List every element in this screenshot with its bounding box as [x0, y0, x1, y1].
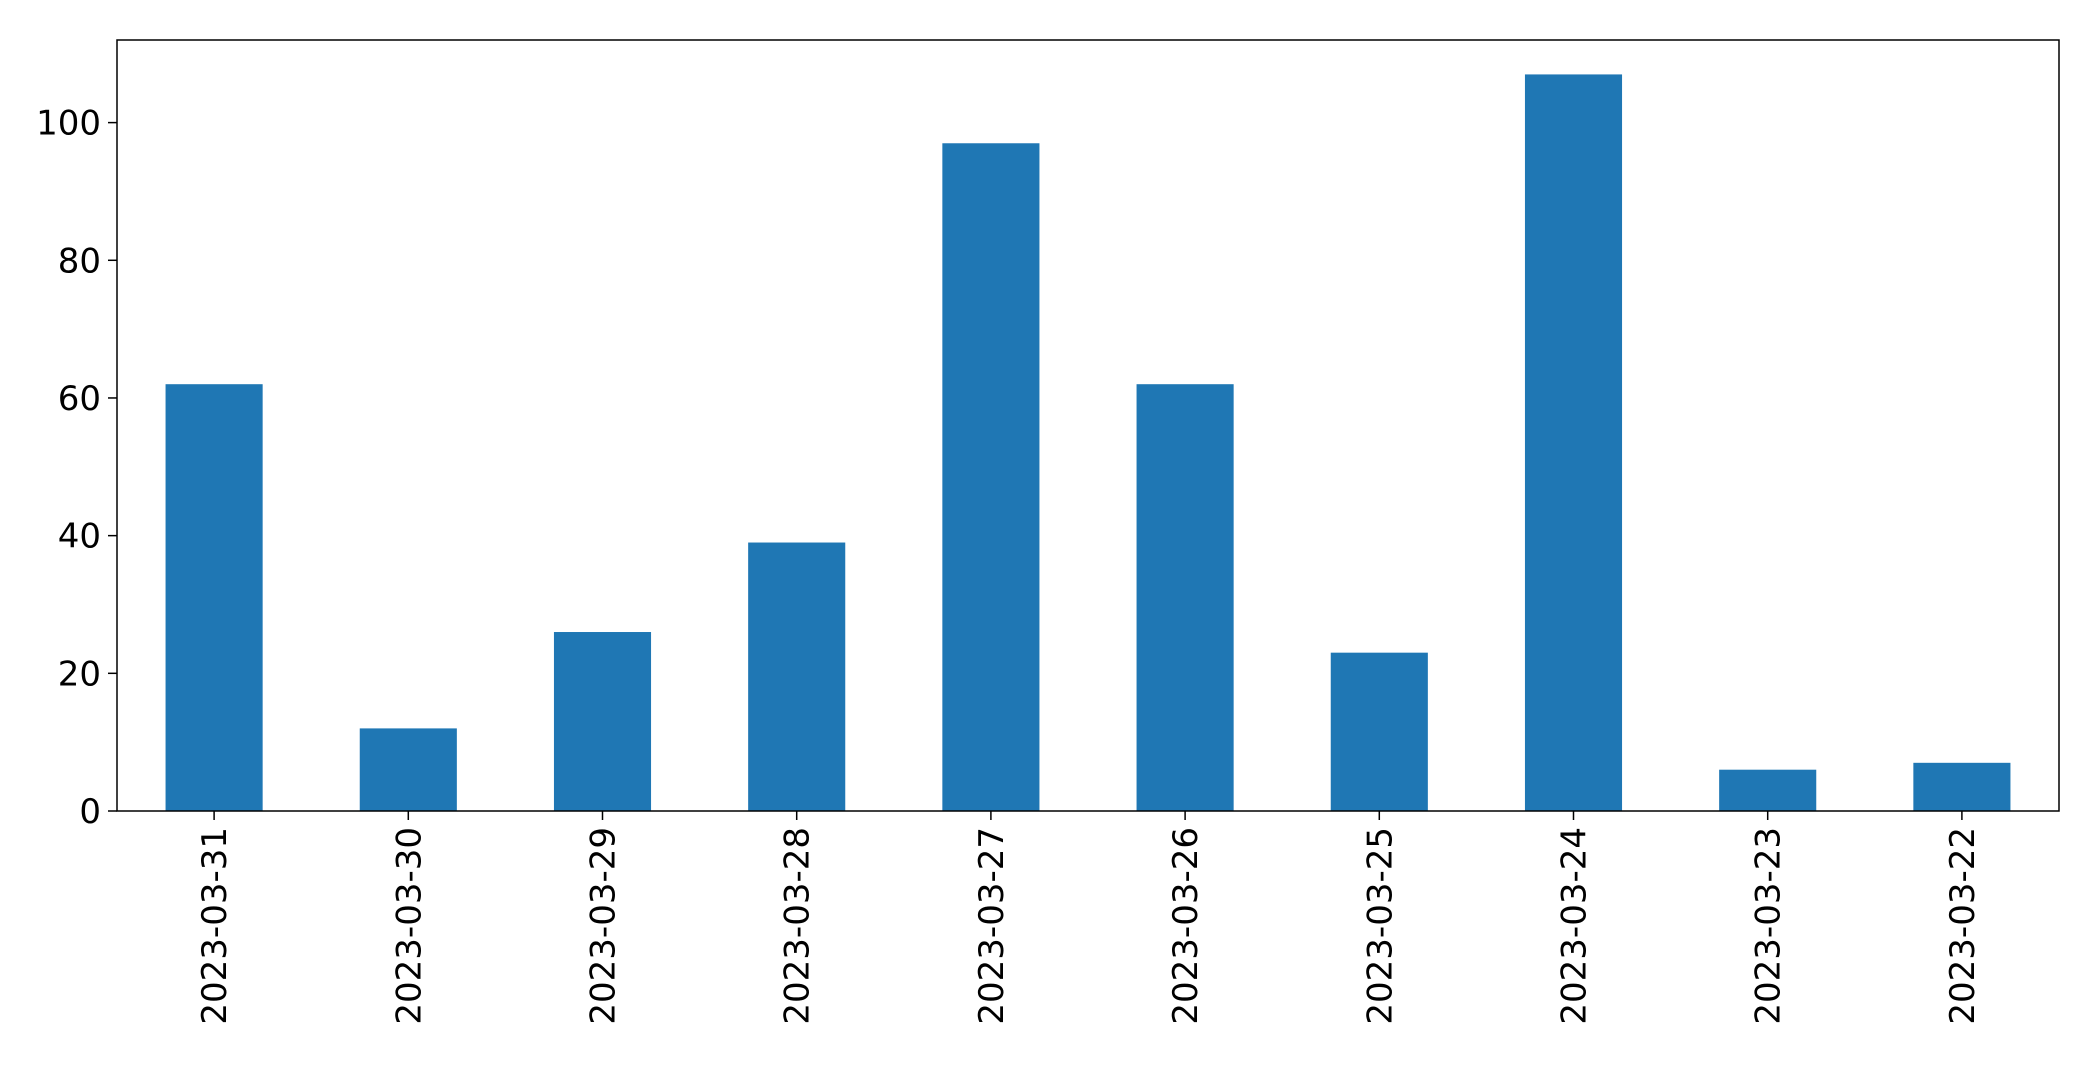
- y-tick-label: 60: [58, 379, 101, 419]
- y-tick-label: 100: [36, 104, 101, 144]
- x-axis-ticks: 2023-03-31 2023-03-30 2023-03-29 2023-03-28…: [195, 811, 1983, 1025]
- bar-2023-03-23: [1719, 769, 1817, 811]
- bar-2023-03-28: [748, 542, 846, 811]
- bar-2023-03-30: [359, 728, 457, 811]
- bar-2023-03-26: [1136, 384, 1234, 811]
- bar-2023-03-22: [1913, 762, 2011, 811]
- bar-2023-03-29: [553, 632, 652, 811]
- bar-2023-03-27: [942, 143, 1040, 812]
- y-tick-label: 80: [58, 241, 101, 281]
- y-tick-label: 0: [79, 792, 101, 832]
- x-tick-label: 2023-03-25: [1360, 827, 1400, 1025]
- x-tick-label: 2023-03-24: [1555, 827, 1595, 1025]
- y-axis-ticks: 0 20 40 60 80 100: [36, 104, 117, 832]
- plot-frame: [116, 39, 2060, 812]
- y-tick-label: 40: [58, 517, 101, 557]
- x-tick-label: 2023-03-27: [972, 827, 1012, 1025]
- x-tick-label: 2023-03-26: [1166, 827, 1206, 1025]
- bar-2023-03-24: [1524, 74, 1623, 812]
- x-tick-label: 2023-03-23: [1749, 827, 1789, 1025]
- x-tick-label: 2023-03-28: [778, 827, 818, 1025]
- bar-2023-03-31: [165, 384, 263, 811]
- x-tick-label: 2023-03-31: [195, 827, 235, 1025]
- bar-2023-03-25: [1330, 652, 1428, 811]
- y-tick-label: 20: [58, 654, 101, 694]
- x-tick-label: 2023-03-29: [584, 827, 624, 1025]
- bars-layer: [165, 74, 2011, 812]
- x-tick-label: 2023-03-30: [389, 827, 429, 1025]
- x-tick-label: 2023-03-22: [1943, 827, 1983, 1025]
